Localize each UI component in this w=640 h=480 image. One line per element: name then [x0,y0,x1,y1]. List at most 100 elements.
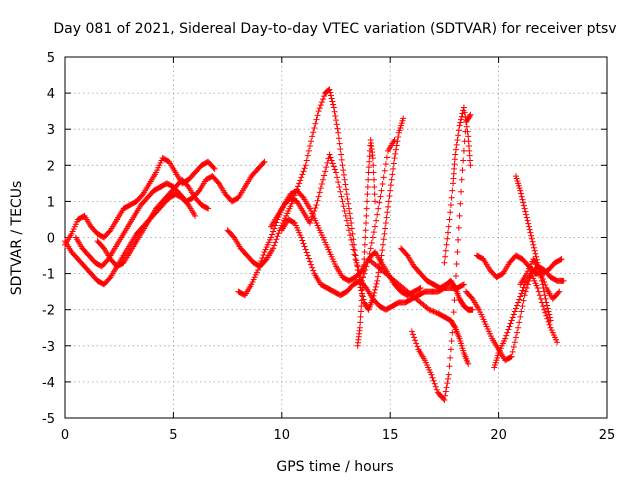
data-point [380,174,387,181]
data-point [451,283,458,290]
data-point [467,111,474,118]
data-point [262,257,269,264]
data-point [520,202,527,209]
data-point [383,154,390,161]
data-point [507,320,514,327]
data-point [388,176,395,183]
data-point [370,176,377,183]
data-point [411,334,418,341]
data-point [323,164,330,171]
data-point [455,127,462,134]
data-point [463,123,470,130]
data-point [365,169,372,176]
data-point [523,211,530,218]
data-point [343,186,350,193]
data-point [106,228,113,235]
y-tick-label: -2 [42,304,55,319]
series-track-10 [365,256,472,367]
data-point [391,137,398,144]
y-tick-label: 4 [47,87,55,102]
data-point [520,199,527,206]
data-point [517,187,524,194]
data-point [358,287,365,294]
data-point [508,353,515,360]
data-point [400,115,407,122]
data-point [518,193,525,200]
data-point [386,192,393,199]
data-point [394,138,401,145]
data-point [468,294,475,301]
data-point [511,308,518,315]
data-point [334,174,341,181]
data-point [346,210,353,217]
data-point [522,288,529,295]
y-tick-label: 3 [47,123,55,138]
data-point [558,256,565,263]
data-point [340,167,347,174]
data-point [257,260,264,267]
data-point [537,269,544,276]
data-point [256,263,263,270]
data-point [355,266,362,273]
data-point [413,340,420,347]
data-point [433,309,440,316]
series-track-9 [354,137,379,349]
data-point [364,183,371,190]
data-point [536,266,543,273]
series-track-12 [408,111,474,403]
data-point [532,250,539,257]
data-point [347,232,354,239]
data-point [334,125,341,132]
series-track-8 [278,216,467,313]
data-point [336,140,343,147]
data-point [458,116,465,123]
data-point [529,238,536,245]
data-point [106,275,113,282]
data-point [534,285,541,292]
data-point [370,229,377,236]
series-track-18 [517,256,563,302]
data-point [326,151,333,158]
data-point [214,179,221,186]
data-point [544,302,551,309]
data-point [337,188,344,195]
data-point [321,172,328,179]
data-point [536,292,543,299]
data-point [329,160,336,167]
data-point [387,182,394,189]
data-point [328,95,335,102]
data-point [138,192,145,199]
data-point [458,176,465,183]
data-point [342,181,349,188]
data-point [379,247,386,254]
x-tick-label: 0 [61,428,69,443]
data-point [378,187,385,194]
data-point [454,248,461,255]
data-point [519,303,526,310]
data-point [319,96,326,103]
data-point [540,276,547,283]
data-point [331,166,338,173]
data-point [380,236,387,243]
data-point [300,168,307,175]
data-point [210,164,217,171]
data-point [542,282,549,289]
x-tick-label: 20 [490,428,507,443]
data-point [523,214,530,221]
data-point [528,232,535,239]
data-point [515,299,522,306]
data-point [510,344,517,351]
data-point [333,117,339,124]
data-point [464,128,471,135]
data-point [311,208,318,215]
data-point [516,296,523,303]
data-point [374,277,381,284]
data-point [447,346,454,353]
y-tick-label: 0 [47,232,55,247]
data-point [509,314,516,321]
data-point [459,282,466,289]
data-point [456,212,463,219]
data-point [512,334,519,341]
data-point [211,165,218,172]
data-point [365,164,372,171]
